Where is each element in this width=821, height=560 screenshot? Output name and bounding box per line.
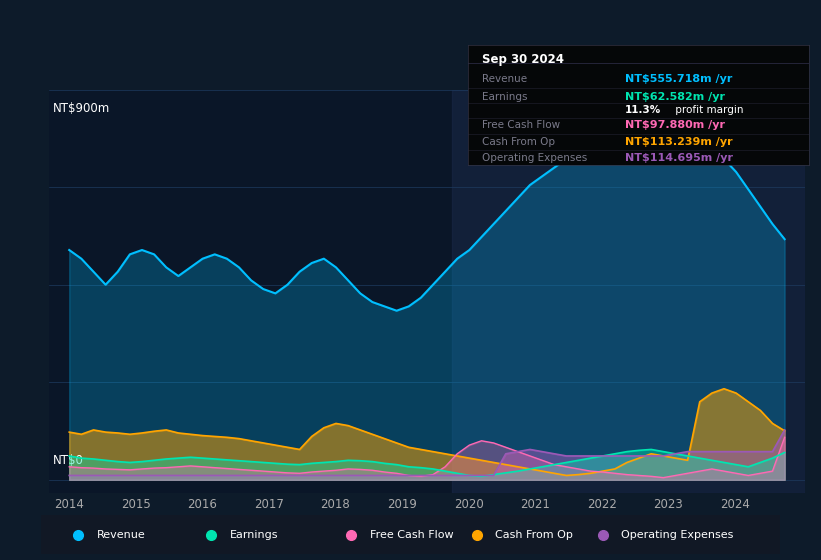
Text: profit margin: profit margin xyxy=(672,105,744,115)
Text: Revenue: Revenue xyxy=(97,530,145,540)
Text: Operating Expenses: Operating Expenses xyxy=(621,530,733,540)
Text: Cash From Op: Cash From Op xyxy=(482,137,555,147)
Text: NT$0: NT$0 xyxy=(53,454,84,466)
Text: NT$900m: NT$900m xyxy=(53,102,110,115)
Bar xyxy=(452,90,805,493)
Text: NT$97.880m /yr: NT$97.880m /yr xyxy=(625,120,725,130)
Text: Operating Expenses: Operating Expenses xyxy=(482,153,587,163)
Text: Free Cash Flow: Free Cash Flow xyxy=(370,530,453,540)
Text: NT$113.239m /yr: NT$113.239m /yr xyxy=(625,137,732,147)
Text: NT$62.582m /yr: NT$62.582m /yr xyxy=(625,92,725,101)
Text: Earnings: Earnings xyxy=(230,530,278,540)
Text: Revenue: Revenue xyxy=(482,73,527,83)
Text: Cash From Op: Cash From Op xyxy=(496,530,573,540)
Text: 11.3%: 11.3% xyxy=(625,105,661,115)
Text: Sep 30 2024: Sep 30 2024 xyxy=(482,53,563,66)
Text: NT$555.718m /yr: NT$555.718m /yr xyxy=(625,73,732,83)
Text: NT$114.695m /yr: NT$114.695m /yr xyxy=(625,153,732,163)
Text: Earnings: Earnings xyxy=(482,92,527,101)
Text: Free Cash Flow: Free Cash Flow xyxy=(482,120,560,130)
